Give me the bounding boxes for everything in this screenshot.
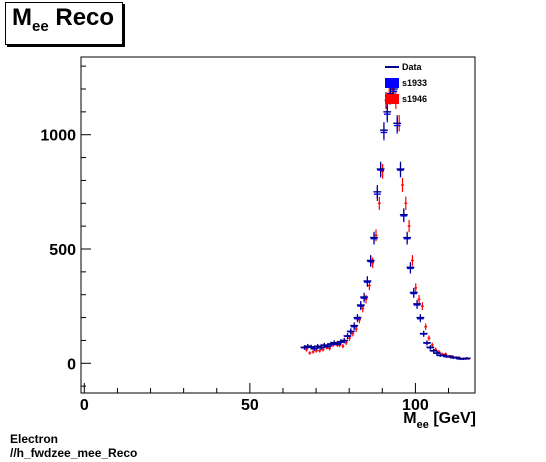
data-point: [363, 276, 372, 286]
data-point: [462, 357, 471, 360]
data-point: [433, 351, 441, 355]
data-point: [377, 196, 381, 210]
x-tick-label: 0: [80, 397, 89, 414]
y-tick-label: 500: [49, 242, 76, 259]
legend-swatch: [385, 94, 399, 104]
data-point: [383, 103, 392, 121]
data-point: [423, 340, 431, 346]
data-point: [376, 161, 385, 177]
data-point: [380, 122, 388, 139]
legend-label: Data: [402, 62, 423, 72]
data-point: [350, 322, 359, 329]
chart-title: Mee Reco: [5, 2, 124, 45]
legend-item-s1946: s1946: [385, 94, 427, 104]
data-point: [341, 343, 345, 349]
legend-label: s1946: [402, 94, 427, 104]
data-point: [366, 255, 375, 266]
series-layer: [300, 80, 471, 361]
data-point: [396, 161, 405, 177]
footer: Electron //h_fwdzee_mee_Reco: [10, 432, 137, 460]
legend-label: s1933: [402, 78, 427, 88]
legend: Data s1933 s1946: [385, 62, 427, 104]
data-point: [430, 342, 434, 348]
data-point: [353, 314, 362, 322]
y-tick-label: 0: [67, 356, 76, 373]
data-point: [323, 343, 332, 349]
data-point: [419, 330, 428, 337]
data-point: [417, 295, 421, 304]
y-tick-label: 1000: [40, 128, 76, 145]
data-point: [370, 231, 378, 244]
plot-frame: [80, 56, 476, 394]
x-tick-label: 50: [241, 397, 259, 414]
legend-item-s1933: s1933: [385, 78, 427, 88]
data-point: [399, 208, 408, 222]
data-point: [409, 288, 418, 297]
data-point: [311, 350, 315, 354]
x-axis-label: Mee [GeV]: [403, 410, 476, 431]
legend-item-data: Data: [385, 62, 423, 72]
data-point: [318, 348, 322, 353]
data-point: [346, 328, 355, 335]
data-point: [393, 115, 402, 132]
data-point: [406, 262, 415, 273]
data-point: [420, 302, 424, 311]
data-point: [414, 283, 418, 293]
data-point: [340, 337, 349, 343]
data-point: [411, 255, 414, 266]
data-point: [374, 229, 378, 242]
x-tick-label: 100: [402, 397, 429, 414]
data-point: [424, 323, 428, 330]
data-point: [310, 346, 319, 351]
data-point: [407, 219, 411, 233]
data-point: [426, 345, 435, 350]
data-point: [360, 292, 369, 302]
data-point: [416, 314, 425, 322]
data-point: [427, 335, 431, 341]
legend-swatch: [385, 78, 399, 88]
footer-line-2: //h_fwdzee_mee_Reco: [10, 446, 138, 460]
data-point: [317, 345, 325, 350]
data-point: [381, 163, 385, 179]
data-point: [343, 333, 352, 339]
data-point: [429, 348, 438, 353]
data-point: [413, 299, 421, 308]
data-point: [356, 300, 365, 310]
series-s1933: [301, 82, 471, 361]
data-point: [371, 257, 375, 268]
data-point: [308, 351, 312, 355]
data-point: [403, 231, 412, 244]
series-data: [300, 80, 471, 360]
data-point: [333, 341, 342, 347]
footer-line-1: Electron: [10, 432, 59, 446]
data-point: [404, 196, 408, 210]
data-point: [373, 184, 382, 199]
axis-ticks: [81, 65, 450, 393]
data-point: [401, 177, 404, 193]
